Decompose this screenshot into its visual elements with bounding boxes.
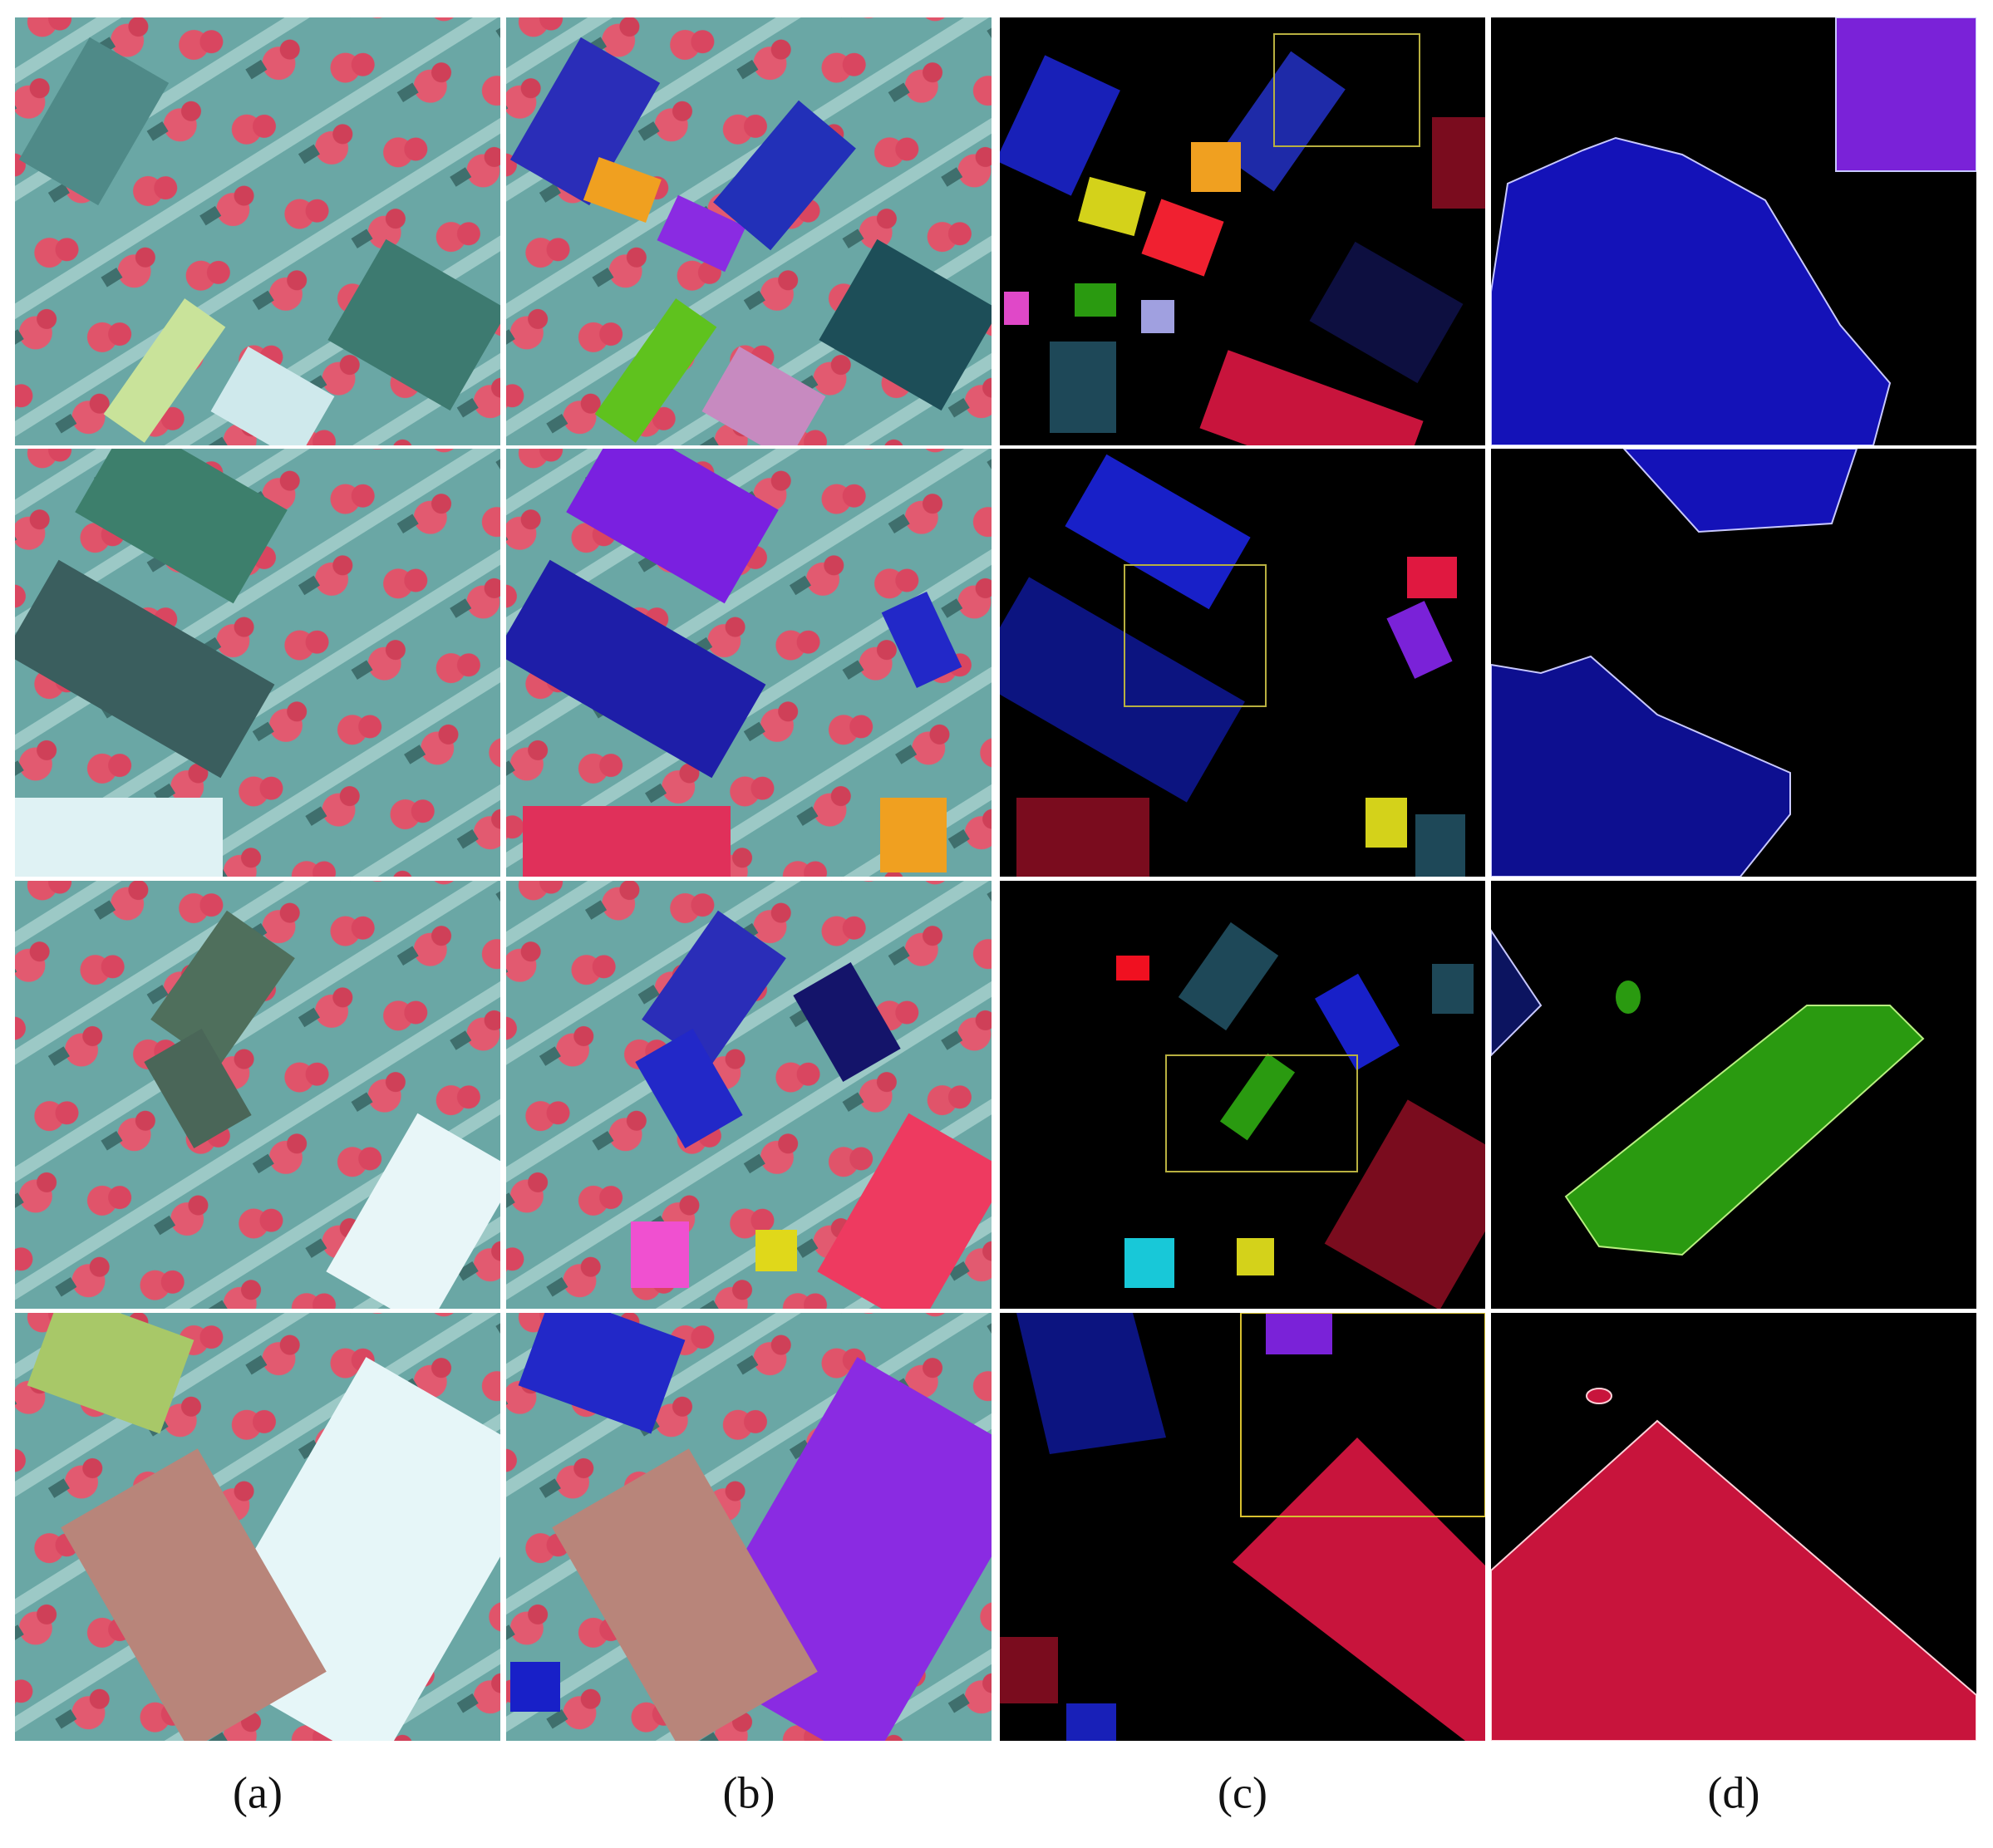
panel-c3 [1000, 881, 1485, 1309]
panel-b2 [506, 449, 992, 877]
panel-a4 [15, 1313, 500, 1741]
panel-labels: (a) (b) (c) (d) [233, 1767, 1759, 1817]
panel-b1 [506, 17, 992, 445]
panel-d3 [1491, 881, 1976, 1309]
panel-c1 [1000, 17, 1485, 445]
panel-c2 [1000, 449, 1485, 877]
panel-label: (a) [233, 1767, 283, 1817]
panel-label: (c) [1218, 1767, 1267, 1817]
panel-a2 [15, 449, 500, 877]
panel-d4 [1491, 1313, 1976, 1741]
panel-d1 [1491, 17, 1976, 445]
panel-b4 [506, 1313, 992, 1741]
panel-d2 [1491, 449, 1976, 877]
panel-c4 [1000, 1313, 1485, 1741]
panel-label: (d) [1708, 1767, 1760, 1817]
panel-a3 [15, 881, 500, 1309]
panel-label: (b) [723, 1767, 775, 1817]
panel-b3 [506, 881, 992, 1309]
panel-a1 [15, 17, 500, 445]
